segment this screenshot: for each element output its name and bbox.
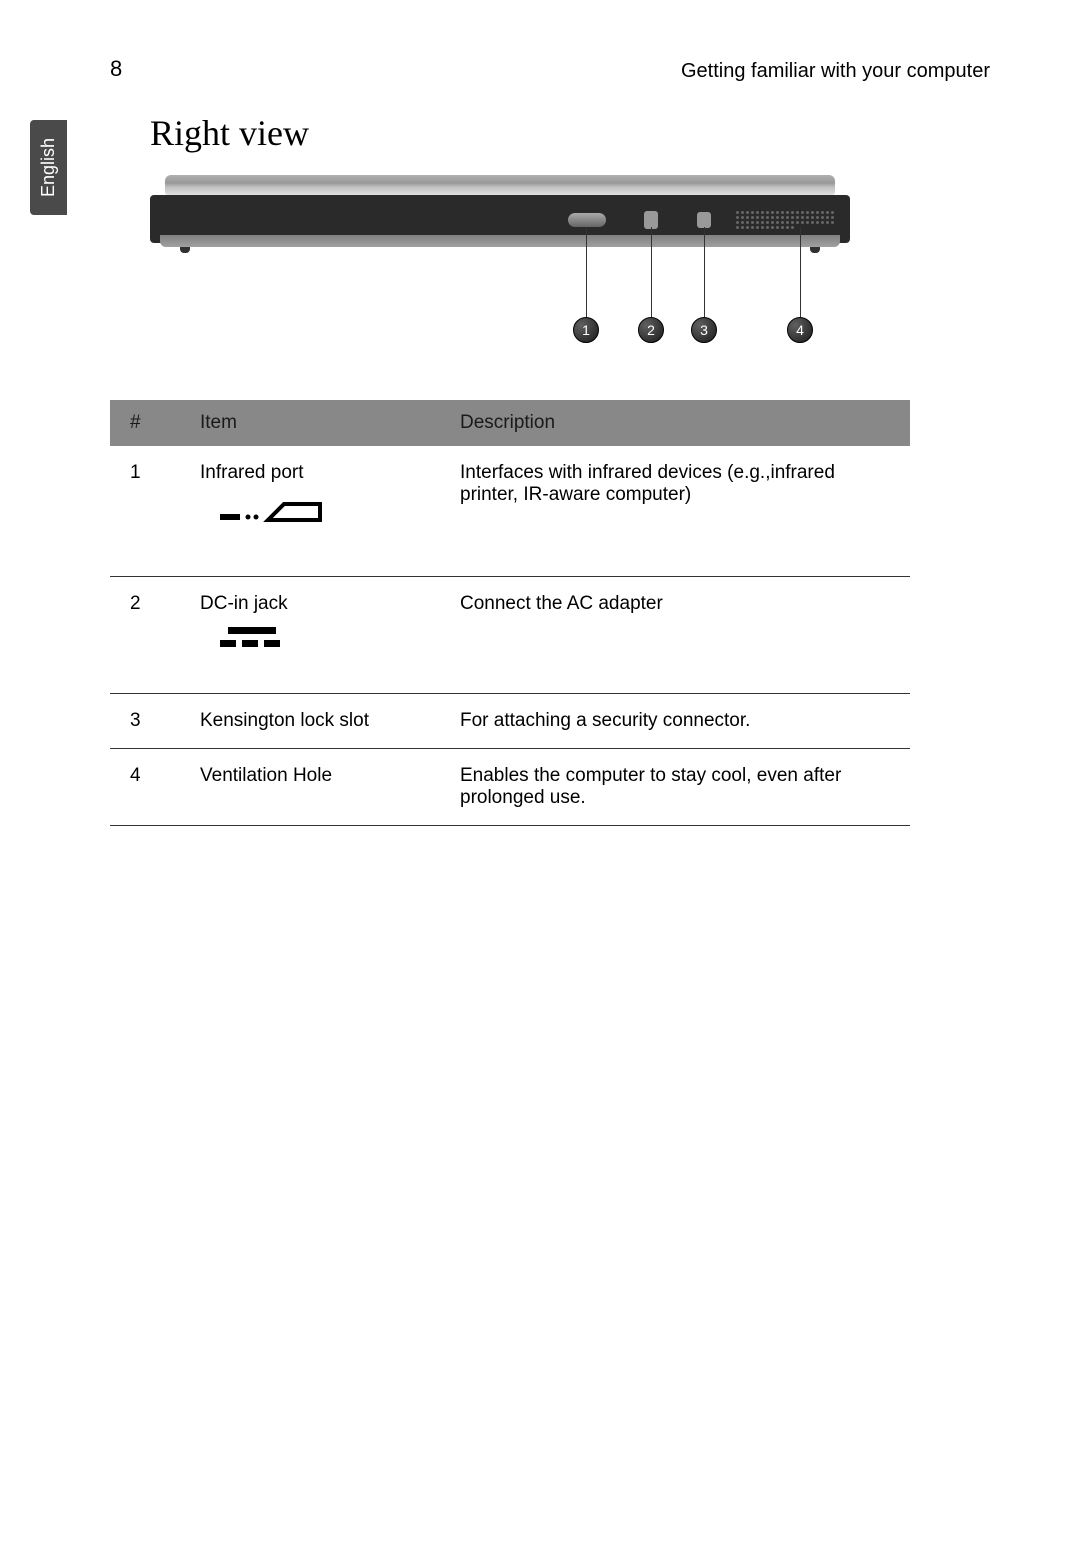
row-item: DC-in jack (180, 577, 440, 694)
row-num: 4 (110, 749, 180, 826)
row-item: Ventilation Hole (180, 749, 440, 826)
infrared-icon (220, 496, 330, 526)
row-item: Kensington lock slot (180, 694, 440, 749)
callout-marker-1: 1 (573, 317, 599, 343)
row-num: 3 (110, 694, 180, 749)
page-number: 8 (110, 56, 122, 82)
laptop-right-view-diagram: 1234 (150, 175, 850, 265)
callout-marker-4: 4 (787, 317, 813, 343)
row-num: 2 (110, 577, 180, 694)
table-header-row: # Item Description (110, 400, 910, 446)
row-desc: Enables the computer to stay cool, even … (440, 749, 910, 826)
column-header-num: # (110, 400, 180, 446)
ventilation-icon (736, 207, 836, 233)
table-row: 2DC-in jackConnect the AC adapter (110, 577, 910, 694)
row-num: 1 (110, 446, 180, 577)
row-item: Infrared port (180, 446, 440, 577)
callout-marker-3: 3 (691, 317, 717, 343)
ports-table: # Item Description 1Infrared portInterfa… (110, 400, 910, 826)
laptop-illustration (150, 175, 850, 265)
row-desc: For attaching a security connector. (440, 694, 910, 749)
table-row: 1Infrared portInterfaces with infrared d… (110, 446, 910, 577)
dc-in-icon (220, 625, 290, 653)
infrared-port-icon (568, 213, 606, 227)
language-tab: English (30, 120, 67, 215)
table-row: 3Kensington lock slotFor attaching a sec… (110, 694, 910, 749)
lock-slot-icon (697, 212, 711, 228)
page-header: Getting familiar with your computer (681, 60, 990, 83)
column-header-desc: Description (440, 400, 910, 446)
row-desc: Connect the AC adapter (440, 577, 910, 694)
row-desc: Interfaces with infrared devices (e.g.,i… (440, 446, 910, 577)
section-title: Right view (150, 112, 309, 154)
column-header-item: Item (180, 400, 440, 446)
callout-marker-2: 2 (638, 317, 664, 343)
table-row: 4Ventilation HoleEnables the computer to… (110, 749, 910, 826)
